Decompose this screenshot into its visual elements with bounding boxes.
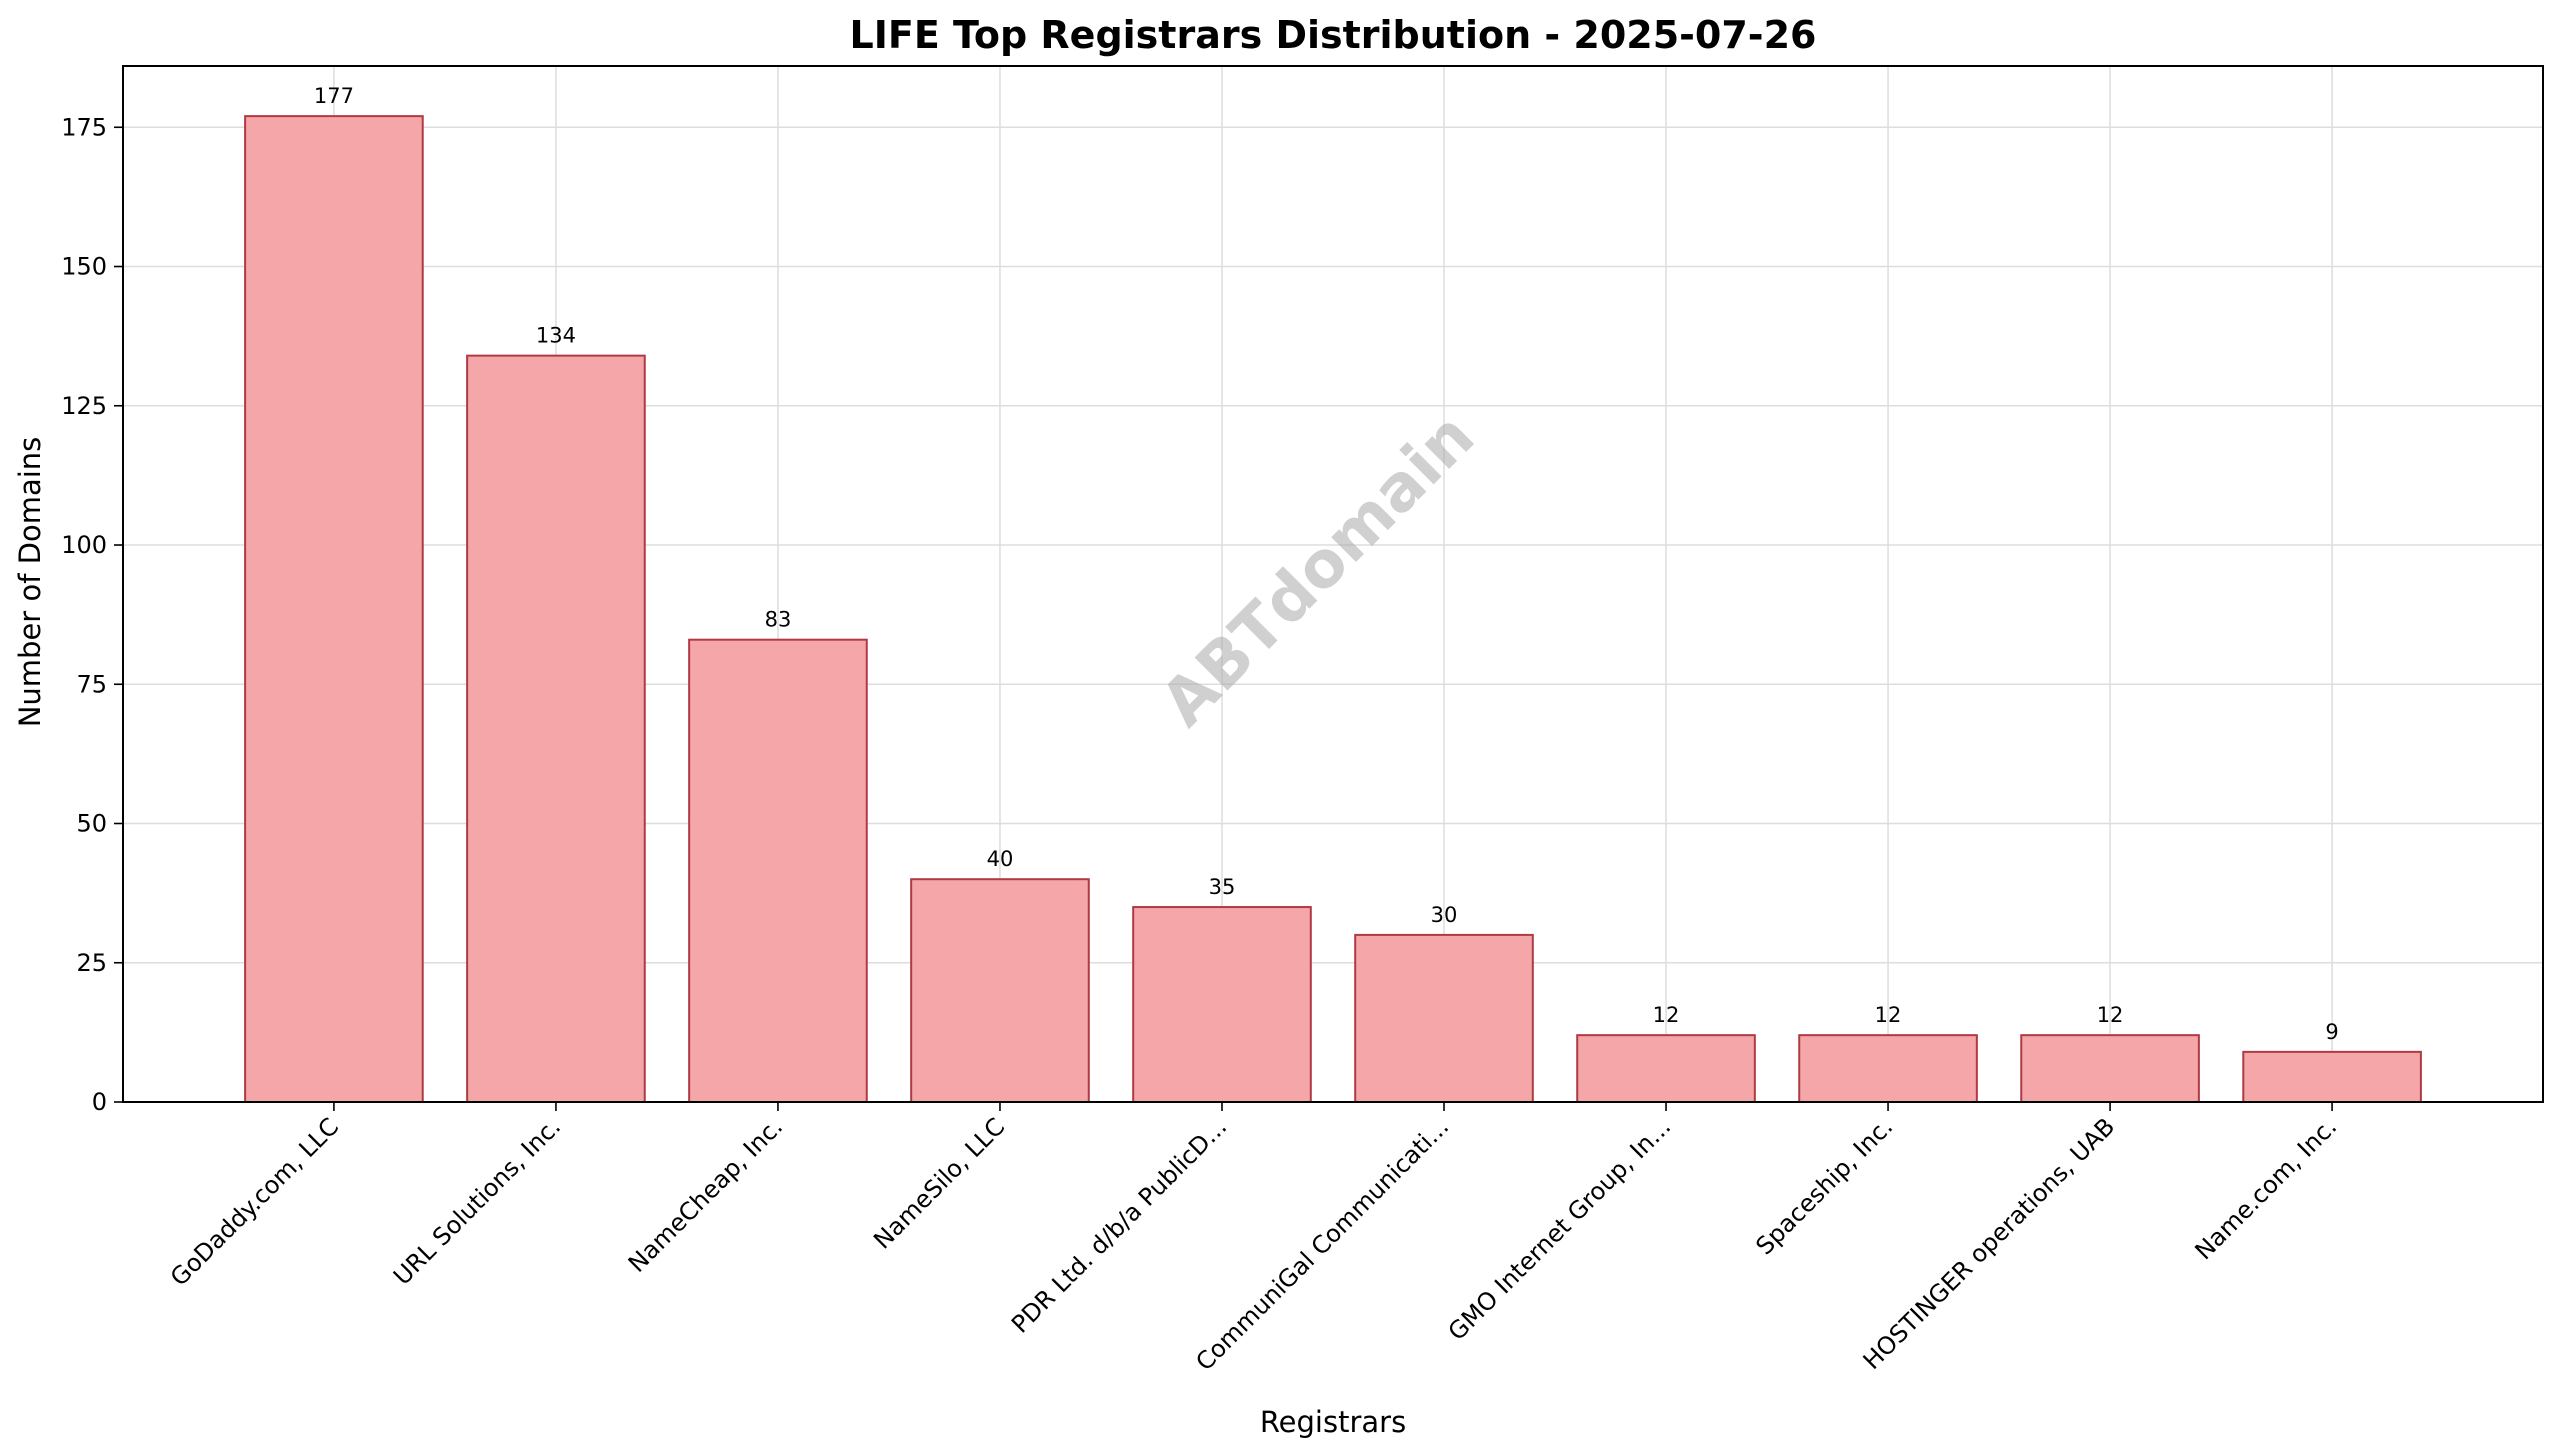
x-tick-label: NameCheap, Inc. — [623, 1112, 788, 1277]
bar — [1354, 933, 1534, 1103]
bar-value-label: 177 — [314, 84, 354, 108]
bar-value-label: 12 — [2097, 1003, 2124, 1027]
y-tick-label: 50 — [76, 810, 107, 838]
bar — [1132, 906, 1312, 1104]
bar-value-label: 30 — [1431, 903, 1458, 927]
y-tick-labels: 0 25 50 75 100 125 150 175 — [61, 113, 107, 1116]
x-tick-label: GMO Internet Group, In... — [1443, 1112, 1677, 1346]
x-tick-label: NameSilo, LLC — [868, 1112, 1010, 1254]
bar — [1576, 1034, 1756, 1103]
watermark: ABTdomain — [1147, 399, 1489, 741]
y-tick-label: 75 — [76, 670, 107, 698]
y-tick-label: 25 — [76, 949, 107, 977]
x-axis-label: Registrars — [1260, 1405, 1406, 1439]
bar-value-label: 9 — [2325, 1020, 2338, 1044]
watermark-text: ABTdomain — [1147, 399, 1489, 741]
bar-value-label: 40 — [987, 847, 1014, 871]
bar — [2020, 1034, 2200, 1103]
x-tick-label: Spaceship, Inc. — [1750, 1112, 1898, 1260]
x-tick-labels: GoDaddy.com, LLC URL Solutions, Inc. NameC… — [165, 1112, 2342, 1376]
bar — [244, 115, 424, 1104]
y-tick-label: 0 — [92, 1088, 107, 1116]
bars — [244, 115, 2422, 1104]
y-tick-label: 150 — [61, 253, 107, 281]
bar — [466, 354, 646, 1103]
chart-title: LIFE Top Registrars Distribution - 2025-… — [850, 13, 1817, 57]
x-tick-label: Name.com, Inc. — [2190, 1112, 2343, 1265]
value-labels: 177 134 83 40 35 30 12 12 12 9 — [314, 84, 2339, 1044]
x-tick-label: GoDaddy.com, LLC — [165, 1112, 344, 1291]
y-tick-label: 100 — [61, 531, 107, 559]
y-tick-label: 175 — [61, 113, 107, 141]
bar-value-label: 134 — [536, 324, 576, 348]
axes — [114, 65, 2544, 1111]
bar-value-label: 12 — [1653, 1003, 1680, 1027]
x-tick-label: CommuniGal Communicati... — [1190, 1112, 1454, 1376]
plot-frame — [122, 65, 2544, 1103]
bar — [910, 878, 1090, 1103]
bar — [688, 638, 868, 1103]
x-tick-label: PDR Ltd. d/b/a PublicD... — [1006, 1112, 1232, 1338]
x-tick-label: HOSTINGER operations, UAB — [1858, 1112, 2121, 1375]
bar — [1798, 1034, 1978, 1103]
x-tick-label: URL Solutions, Inc. — [388, 1112, 566, 1290]
bar-value-label: 83 — [765, 608, 792, 632]
bar-value-label: 35 — [1209, 875, 1236, 899]
y-axis-label: Number of Domains — [13, 437, 47, 728]
bar — [2242, 1050, 2422, 1104]
y-tick-label: 125 — [61, 392, 107, 420]
bar-value-label: 12 — [1875, 1003, 1902, 1027]
